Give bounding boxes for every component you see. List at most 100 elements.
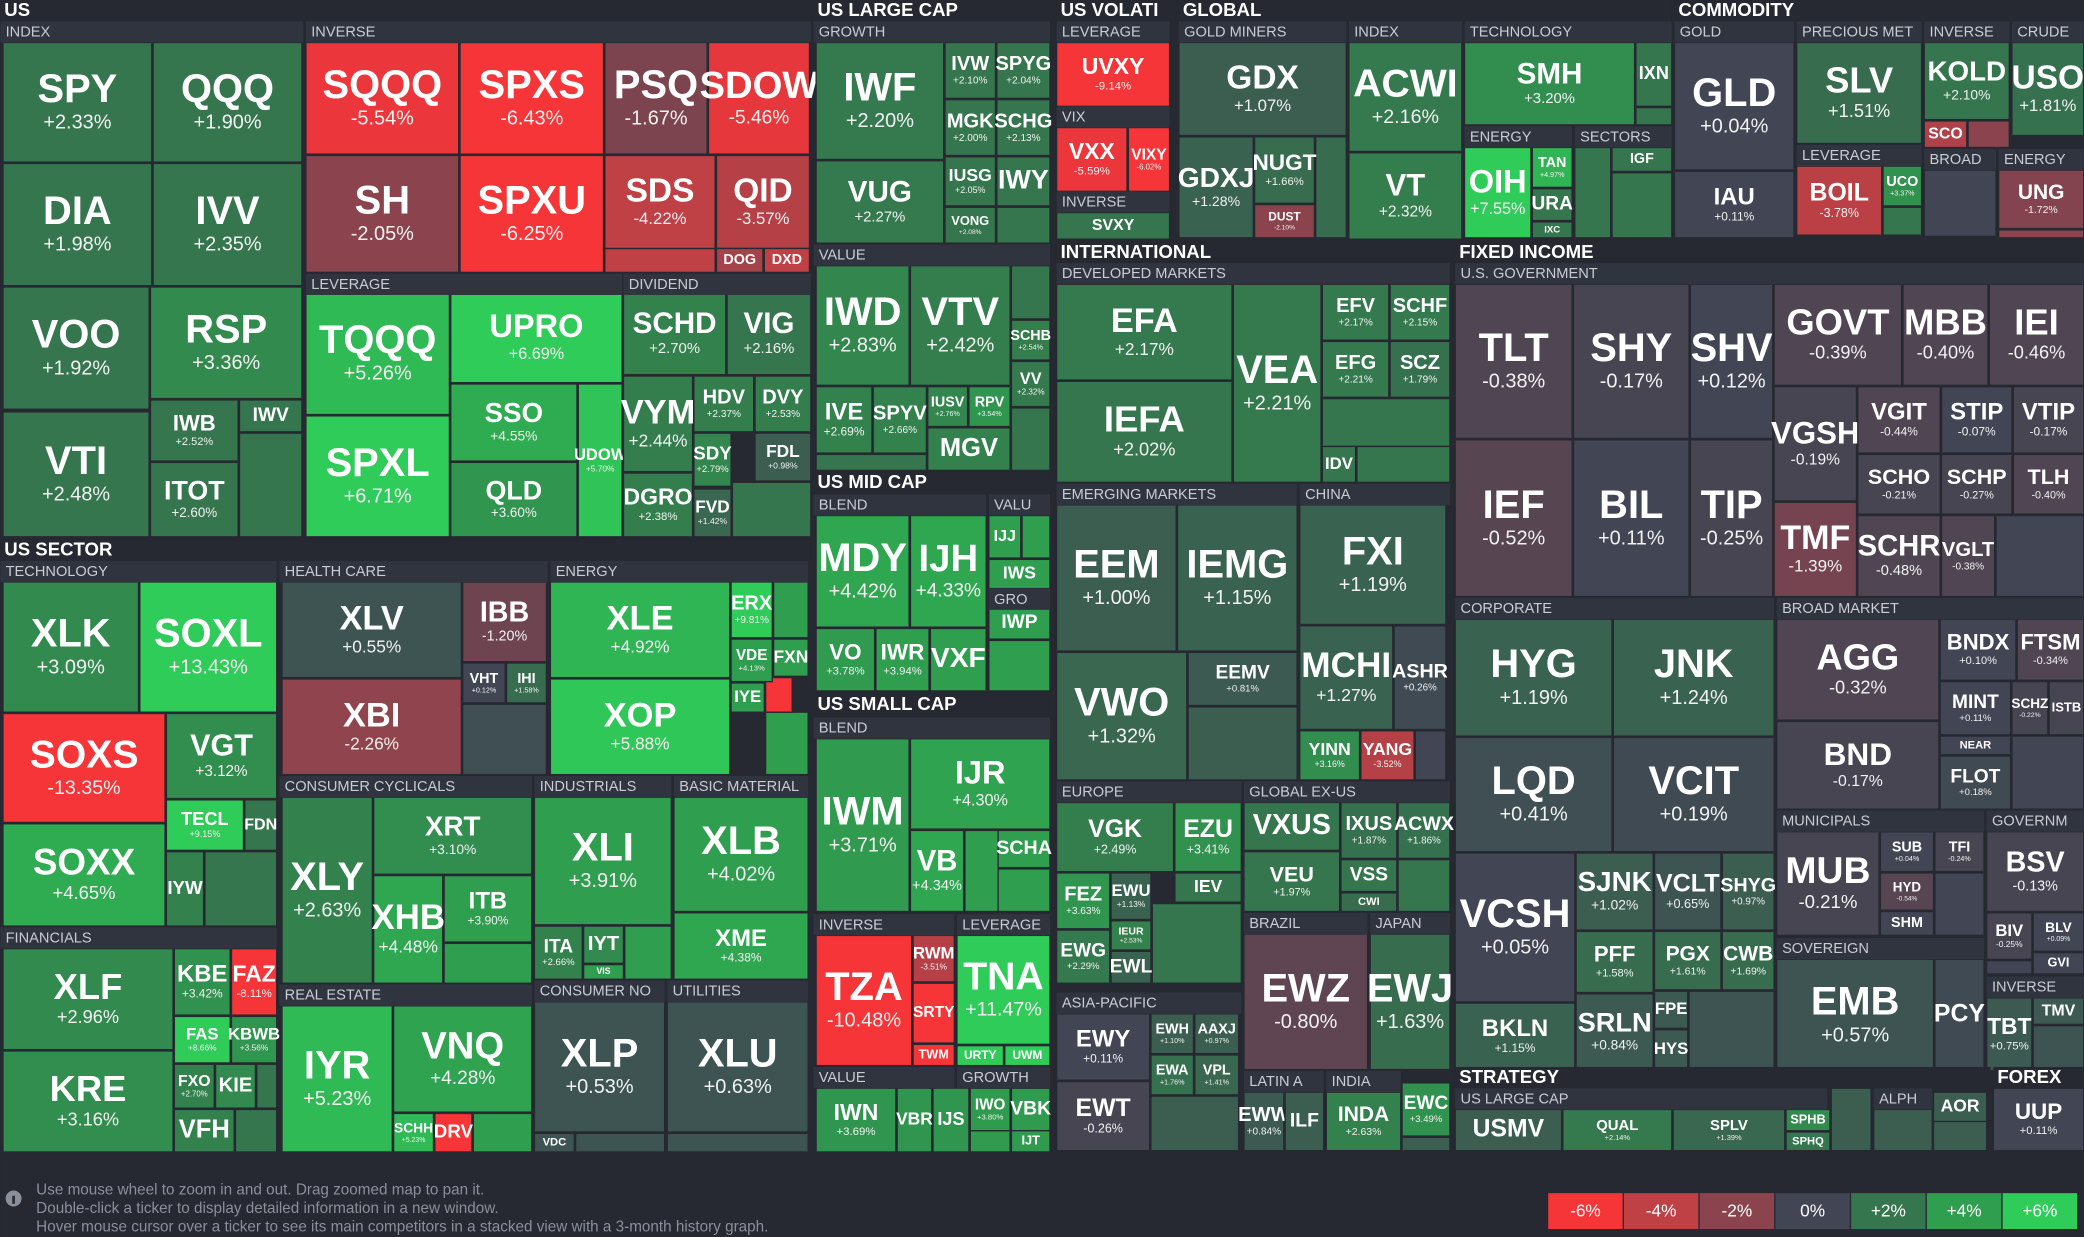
ticker-tile[interactable] <box>281 1005 393 1153</box>
ticker-tile[interactable] <box>996 41 1051 99</box>
ticker-tile[interactable] <box>1612 618 1775 737</box>
ticker-tile[interactable] <box>392 1005 533 1113</box>
ticker-tile[interactable] <box>1923 120 1968 149</box>
ticker-tile[interactable] <box>1689 439 1774 598</box>
ticker-tile[interactable] <box>1360 730 1415 781</box>
ticker-tile[interactable] <box>1575 852 1654 931</box>
ticker-tile[interactable] <box>927 427 1011 472</box>
ticker-tile[interactable] <box>2 581 140 713</box>
ticker-tile[interactable] <box>944 206 997 244</box>
ticker-tile[interactable] <box>815 160 945 244</box>
ticker-tile[interactable] <box>577 383 623 538</box>
ticker-tile[interactable] <box>2 41 153 163</box>
ticker-tile[interactable] <box>1321 340 1390 398</box>
ticker-tile[interactable] <box>1879 910 1935 937</box>
ticker-tile[interactable] <box>238 399 303 433</box>
ticker-tile[interactable] <box>944 41 997 99</box>
ticker-tile[interactable] <box>1939 735 2012 756</box>
ticker-tile[interactable] <box>165 851 205 927</box>
ticker-tile[interactable] <box>305 415 451 538</box>
ticker-tile[interactable] <box>927 385 969 428</box>
ticker-tile[interactable] <box>462 662 506 704</box>
ticker-tile[interactable] <box>1939 680 2012 736</box>
ticker-tile[interactable] <box>1055 211 1171 240</box>
ticker-tile[interactable] <box>1055 504 1177 652</box>
ticker-tile[interactable] <box>1393 625 1447 731</box>
ticker-tile[interactable] <box>1187 651 1298 707</box>
ticker-tile[interactable] <box>956 1045 1005 1067</box>
ticker-tile[interactable] <box>1055 380 1233 483</box>
ticker-tile[interactable] <box>165 712 278 800</box>
ticker-tile[interactable] <box>152 41 303 163</box>
ticker-tile[interactable] <box>693 488 732 538</box>
ticker-tile[interactable] <box>815 265 910 386</box>
ticker-tile[interactable] <box>1923 41 2010 121</box>
ticker-tile[interactable] <box>1531 188 1573 222</box>
ticker-tile[interactable] <box>1776 618 1940 721</box>
ticker-tile[interactable] <box>1010 319 1051 361</box>
ticker-tile[interactable] <box>533 1001 666 1133</box>
ticker-tile[interactable] <box>1055 801 1175 873</box>
ticker-tile[interactable] <box>230 1015 278 1064</box>
ticker-tile[interactable] <box>462 581 548 663</box>
ticker-tile[interactable] <box>1174 801 1242 873</box>
ticker-tile[interactable] <box>726 291 812 376</box>
ticker-tile[interactable] <box>1389 283 1451 341</box>
ticker-tile[interactable] <box>2 162 153 287</box>
ticker-tile[interactable] <box>693 375 755 433</box>
ticker-tile[interactable] <box>1902 283 1989 386</box>
ticker-tile[interactable] <box>763 247 811 274</box>
ticker-tile[interactable] <box>1992 1087 2084 1152</box>
ticker-tile[interactable] <box>505 662 548 704</box>
ticker-tile[interactable] <box>1454 439 1573 598</box>
ticker-tile[interactable] <box>281 581 463 679</box>
ticker-tile[interactable] <box>2011 680 2049 736</box>
ticker-tile[interactable] <box>281 678 463 776</box>
ticker-tile[interactable] <box>173 1063 215 1109</box>
ticker-tile[interactable] <box>1785 1131 1831 1152</box>
ticker-tile[interactable] <box>622 291 727 376</box>
ticker-tile[interactable] <box>1055 283 1233 381</box>
ticker-tile[interactable] <box>1194 1013 1240 1055</box>
ticker-tile[interactable] <box>1454 618 1613 737</box>
ticker-tile[interactable] <box>693 432 732 487</box>
ticker-tile[interactable] <box>1454 1002 1576 1071</box>
ticker-tile[interactable] <box>1325 1091 1402 1152</box>
ticker-tile[interactable] <box>281 796 374 984</box>
ticker-tile[interactable] <box>1010 1130 1051 1153</box>
ticker-tile[interactable] <box>944 156 997 207</box>
ticker-tile[interactable] <box>912 934 955 983</box>
ticker-tile[interactable] <box>1369 933 1451 1071</box>
ticker-tile[interactable] <box>1348 152 1463 240</box>
ticker-tile[interactable] <box>139 581 278 713</box>
ticker-tile[interactable] <box>1857 514 1941 598</box>
ticker-tile[interactable] <box>1253 136 1316 204</box>
ticker-tile[interactable] <box>1857 385 1941 454</box>
ticker-tile[interactable] <box>549 678 731 776</box>
ticker-tile[interactable] <box>533 796 672 926</box>
ticker-tile[interactable] <box>533 925 583 980</box>
ticker-tile[interactable] <box>1110 920 1152 951</box>
ticker-tile[interactable] <box>1721 852 1775 931</box>
ticker-tile[interactable] <box>1986 912 2033 960</box>
ticker-tile[interactable] <box>1010 360 1051 408</box>
ticker-tile[interactable] <box>443 874 533 943</box>
ticker-tile[interactable] <box>173 1108 235 1153</box>
ticker-tile[interactable] <box>2 1050 174 1153</box>
ticker-tile[interactable] <box>988 558 1051 590</box>
ticker-tile[interactable] <box>996 98 1051 157</box>
ticker-tile[interactable] <box>450 291 623 384</box>
ticker-tile[interactable] <box>173 1015 231 1064</box>
ticker-tile[interactable] <box>996 156 1051 207</box>
ticker-tile[interactable] <box>2032 997 2084 1026</box>
ticker-tile[interactable] <box>149 286 303 400</box>
ticker-tile[interactable] <box>305 291 451 416</box>
ticker-tile[interactable] <box>1940 453 2013 515</box>
ticker-tile[interactable] <box>1055 929 1111 984</box>
ticker-tile[interactable] <box>956 934 1051 1046</box>
ticker-tile[interactable] <box>1340 858 1398 893</box>
ticker-tile[interactable] <box>872 385 928 454</box>
ticker-tile[interactable] <box>604 41 708 155</box>
ticker-tile[interactable] <box>1127 126 1171 192</box>
ticker-tile[interactable] <box>1612 736 1775 853</box>
